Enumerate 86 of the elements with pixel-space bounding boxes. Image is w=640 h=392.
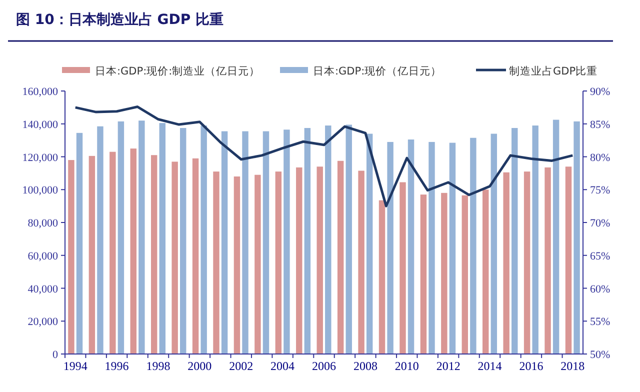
legend-label: 制造业占GDP比重 xyxy=(509,64,598,78)
x-tick-label: 1994 xyxy=(63,359,88,373)
bar xyxy=(138,120,145,354)
y2-tick-label: 50% xyxy=(590,349,610,361)
bar xyxy=(503,172,510,354)
bar xyxy=(304,128,311,354)
bar xyxy=(68,160,74,354)
y2-tick-label: 65% xyxy=(590,250,610,262)
y-tick-label: 100,000 xyxy=(22,184,58,197)
y-tick-label: 80,000 xyxy=(28,218,58,230)
x-tick-label: 2012 xyxy=(436,359,460,373)
chart-title: 图 10：日本制造业占 GDP 比重 xyxy=(16,12,224,28)
y2-tick-label: 85% xyxy=(590,118,610,131)
bar xyxy=(532,126,538,354)
bar xyxy=(316,166,323,354)
bar xyxy=(358,170,364,354)
y-tick-label: 120,000 xyxy=(22,152,58,164)
bar xyxy=(150,155,158,354)
y-tick-label: 40,000 xyxy=(28,283,58,296)
y2-tick-label: 55% xyxy=(590,316,610,328)
bar xyxy=(221,131,228,354)
y-tick-label: 160,000 xyxy=(22,86,58,98)
bar xyxy=(200,126,207,354)
bar xyxy=(262,131,270,354)
line-series xyxy=(74,106,574,208)
y-tick-label: 20,000 xyxy=(28,316,58,328)
x-tick-label: 2002 xyxy=(229,359,254,373)
bar xyxy=(172,162,178,354)
bar xyxy=(110,152,116,354)
bar xyxy=(159,123,166,354)
bar xyxy=(420,194,427,354)
y2-tick-label: 90% xyxy=(590,86,610,98)
y2-tick-label: 70% xyxy=(590,218,610,230)
y-tick-label: 60,000 xyxy=(28,250,58,262)
bar xyxy=(130,148,136,354)
bar xyxy=(180,128,186,354)
bar xyxy=(408,139,414,354)
x-tick-label: 1996 xyxy=(104,359,129,373)
bar xyxy=(441,192,448,354)
legend-label: 日本:GDP:现价:制造业（亿日元） xyxy=(95,64,260,78)
legend-label: 日本:GDP:现价（亿日元） xyxy=(313,64,442,78)
bar xyxy=(552,120,560,354)
bar xyxy=(400,182,406,354)
bar xyxy=(574,121,580,354)
bar xyxy=(296,167,302,354)
x-tick-label: 2010 xyxy=(394,359,419,373)
bar xyxy=(284,130,290,354)
bar xyxy=(118,121,124,354)
bar xyxy=(242,131,248,354)
bar xyxy=(275,172,282,354)
bar xyxy=(254,174,261,354)
bar xyxy=(234,176,240,354)
x-tick-label: 1998 xyxy=(146,359,170,373)
bar xyxy=(387,142,394,354)
y-tick-label: 140,000 xyxy=(22,118,58,131)
bar xyxy=(512,128,518,354)
y2-tick-label: 80% xyxy=(590,152,610,164)
bar xyxy=(490,134,498,354)
x-tick-label: 2014 xyxy=(478,359,502,373)
bar xyxy=(470,138,476,354)
bar xyxy=(482,190,489,354)
bar xyxy=(76,132,83,354)
x-tick-label: 2000 xyxy=(188,359,212,373)
bar xyxy=(462,195,468,354)
bar xyxy=(213,172,220,354)
bar xyxy=(337,160,344,354)
x-tick-label: 2008 xyxy=(353,359,378,373)
bar xyxy=(346,124,352,354)
y2-tick-label: 60% xyxy=(590,283,610,296)
bar xyxy=(366,134,373,354)
x-tick-label: 2006 xyxy=(312,359,336,373)
bar xyxy=(428,142,435,354)
y2-tick-label: 75% xyxy=(590,184,610,197)
bar xyxy=(97,126,104,354)
x-tick-label: 2004 xyxy=(270,359,295,373)
bar xyxy=(544,167,551,354)
bar xyxy=(192,158,199,354)
x-tick-label: 2016 xyxy=(519,359,544,373)
bar xyxy=(524,172,530,354)
bar xyxy=(378,200,386,354)
bar xyxy=(565,166,572,354)
y-tick-label: 0 xyxy=(52,349,58,361)
bar xyxy=(88,156,96,354)
x-tick-label: 2018 xyxy=(560,359,585,373)
bar xyxy=(325,126,332,354)
bar xyxy=(449,142,456,354)
